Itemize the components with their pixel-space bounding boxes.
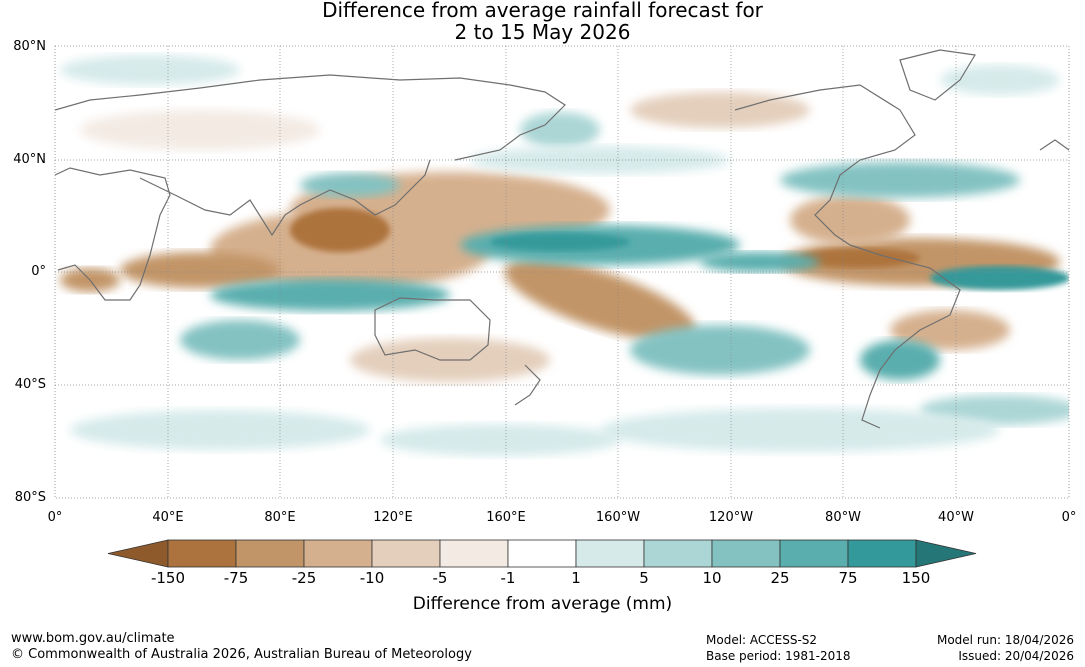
lon-label-0-west: 0° bbox=[47, 510, 63, 525]
lat-label-40n: 40°N bbox=[13, 152, 46, 167]
legend-tick: -150 bbox=[150, 569, 186, 587]
legend-tick: -25 bbox=[291, 569, 317, 587]
legend-swatch bbox=[439, 539, 509, 568]
model-name: Model: ACCESS-S2 bbox=[706, 633, 818, 647]
legend-swatch bbox=[643, 539, 713, 568]
model-run-date: Model run: 18/04/2026 bbox=[936, 633, 1074, 647]
map-title-line-2: 2 to 15 May 2026 bbox=[454, 20, 631, 44]
base-period: Base period: 1981-2018 bbox=[706, 649, 851, 663]
legend-title: Difference from average (mm) bbox=[412, 594, 673, 614]
lat-label-equator: 0° bbox=[31, 264, 46, 279]
lon-label-160e: 160°E bbox=[486, 510, 526, 525]
legend-tick: 75 bbox=[838, 569, 858, 587]
legend-extension-high bbox=[915, 539, 977, 568]
map-frame bbox=[54, 45, 1070, 499]
legend-swatch bbox=[371, 539, 441, 568]
legend-tick: 5 bbox=[639, 569, 649, 587]
lat-label-40s: 40°S bbox=[14, 377, 46, 392]
legend-tick: -1 bbox=[500, 569, 516, 587]
legend-tick: -10 bbox=[359, 569, 385, 587]
copyright-text: © Commonwealth of Australia 2026, Austra… bbox=[11, 647, 472, 662]
lat-label-80n: 80°N bbox=[13, 39, 46, 54]
lon-label-80e: 80°E bbox=[264, 510, 296, 525]
legend-tick: 1 bbox=[571, 569, 581, 587]
rainfall-anomaly-map bbox=[54, 45, 1070, 499]
legend-swatch bbox=[847, 539, 917, 568]
map-title-line-1: Difference from average rainfall forecas… bbox=[322, 0, 763, 22]
legend-swatch bbox=[779, 539, 849, 568]
legend-tick: -5 bbox=[432, 569, 448, 587]
legend-swatch bbox=[575, 539, 645, 568]
legend-tick: 10 bbox=[702, 569, 722, 587]
issued-date: Issued: 20/04/2026 bbox=[958, 649, 1074, 663]
graticule bbox=[55, 46, 1069, 498]
lon-label-40w: 40°W bbox=[938, 510, 974, 525]
lon-label-40e: 40°E bbox=[152, 510, 184, 525]
wet-anomaly-regions bbox=[60, 55, 1069, 456]
lat-label-80s: 80°S bbox=[14, 490, 46, 505]
legend-swatch bbox=[303, 539, 373, 568]
legend-swatch bbox=[507, 539, 577, 568]
legend-swatch bbox=[711, 539, 781, 568]
lon-label-120w: 120°W bbox=[708, 510, 754, 525]
anomaly-field bbox=[55, 46, 1069, 498]
coastlines bbox=[55, 49, 1069, 429]
legend-swatch bbox=[235, 539, 305, 568]
legend-swatch bbox=[167, 539, 237, 568]
legend-tick: -75 bbox=[223, 569, 249, 587]
lon-label-120e: 120°E bbox=[373, 510, 413, 525]
website-link[interactable]: www.bom.gov.au/climate bbox=[11, 631, 175, 646]
legend-extension-low bbox=[107, 539, 169, 568]
legend-tick: 150 bbox=[901, 569, 931, 587]
legend-tick: 25 bbox=[770, 569, 790, 587]
lon-label-160w: 160°W bbox=[595, 510, 641, 525]
lon-label-0-east: 0° bbox=[1061, 510, 1077, 525]
lon-label-80w: 80°W bbox=[825, 510, 861, 525]
